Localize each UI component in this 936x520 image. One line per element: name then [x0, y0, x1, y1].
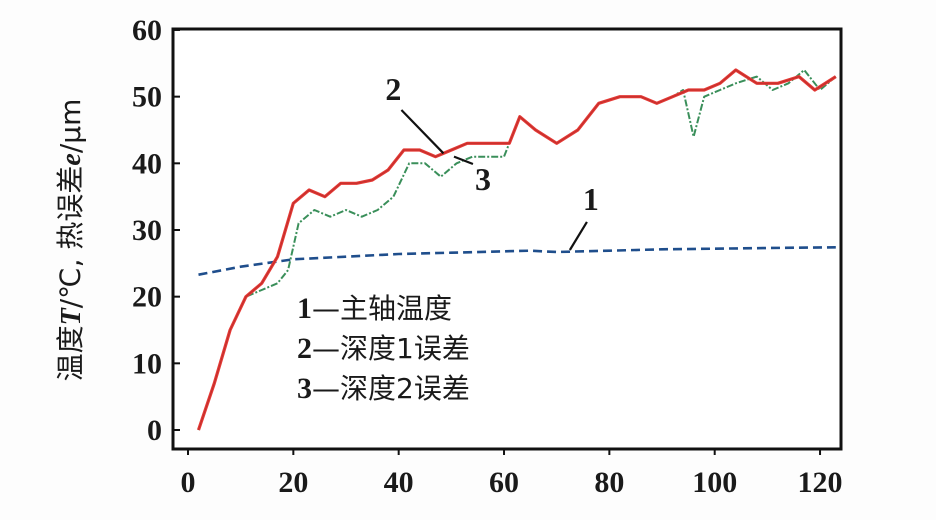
y-tick-label: 50 [132, 81, 162, 114]
y-tick-label: 10 [132, 347, 162, 380]
annotation-1-leader [568, 221, 588, 251]
series-2-core [198, 69, 837, 431]
annotation-1-label: 1 [583, 181, 599, 217]
x-tick-label: 120 [798, 466, 843, 499]
x-axis-ticks: 0 20 40 60 80 100 120 [181, 449, 843, 499]
y-tick-label: 20 [132, 281, 162, 314]
x-tick-label: 0 [181, 466, 196, 499]
series-2-line [196, 68, 837, 431]
series-1-line [198, 246, 836, 276]
x-tick-label: 60 [489, 466, 519, 499]
y-tick-label: 30 [132, 214, 162, 247]
annotation-3-leader [453, 155, 474, 166]
annotation-2-leader [400, 109, 445, 155]
legend-item-2: 2—深度1误差 [297, 332, 470, 365]
x-tick-label: 80 [594, 466, 624, 499]
legend-item-1: 1—主轴温度 [297, 292, 452, 325]
plot-frame [171, 27, 843, 451]
y-tick-label: 40 [132, 147, 162, 180]
legend: 1—主轴温度 2—深度1误差 3—深度2误差 [297, 292, 470, 405]
y-tick-label: 0 [147, 414, 162, 447]
x-tick-label: 40 [384, 466, 414, 499]
y-axis-label: 温度T/℃, 热误差e/μm [54, 99, 87, 382]
annotation-3-label: 3 [475, 161, 491, 197]
series-3-line [197, 69, 837, 431]
y-axis-ticks: 0 10 20 30 40 50 60 [132, 14, 180, 447]
annotation-2-label: 2 [385, 71, 401, 107]
x-tick-label: 100 [692, 466, 737, 499]
annotations: 2 3 1 [385, 71, 599, 251]
legend-item-3: 3—深度2误差 [297, 372, 470, 405]
x-tick-label: 20 [278, 466, 308, 499]
y-tick-label: 60 [132, 14, 162, 47]
series-layer [196, 68, 837, 431]
